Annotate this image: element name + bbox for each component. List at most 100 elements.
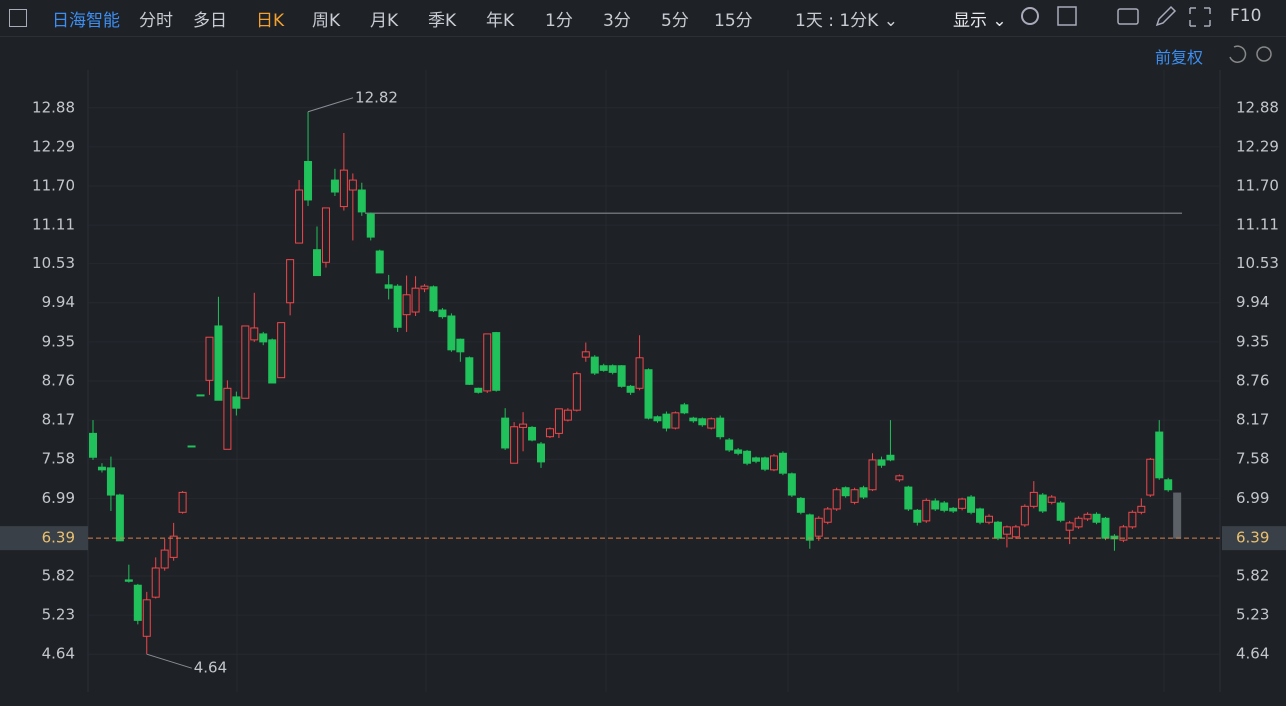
candle-body (295, 189, 304, 244)
candle-body (993, 521, 1002, 539)
candle-body (1164, 479, 1173, 491)
display-menu[interactable]: 显示 ⌄ (953, 11, 1007, 31)
tab[interactable]: 3分 (603, 11, 631, 31)
candle-body (106, 467, 115, 496)
candle-body (850, 489, 859, 503)
candle-body (599, 365, 608, 371)
candle-body (769, 455, 778, 471)
candle-body (1056, 502, 1065, 521)
candle-body (492, 332, 501, 391)
candle-body (572, 373, 581, 411)
tab[interactable]: 日K (256, 11, 285, 31)
candle-body (752, 457, 761, 462)
camera-icon[interactable] (1117, 8, 1139, 25)
candle-body (886, 454, 895, 461)
candle-body (375, 250, 384, 274)
candle-body (537, 443, 545, 463)
toolbar: 日海智能 分时 多日 日K 周K 月K 季K 年K 1分 3分 5分 15分 1天 : 1分K ⌄ … (0, 0, 1286, 37)
tab[interactable]: 季K (428, 11, 457, 31)
f10[interactable]: F10 (1230, 6, 1262, 26)
candle-body (796, 497, 805, 513)
candle-body (223, 387, 232, 450)
candle-body (581, 351, 590, 358)
candle-body (187, 445, 196, 448)
candle-body (877, 459, 886, 466)
y-tick-label-right: 4.64 (1236, 645, 1269, 663)
candle-body (142, 599, 151, 637)
y-tick-label-right: 11.11 (1236, 216, 1279, 234)
candle-body (519, 423, 528, 428)
settings-icon[interactable] (1021, 7, 1039, 25)
y-tick-label: 9.35 (42, 332, 75, 350)
tab[interactable]: 周K (312, 11, 341, 31)
candle-body (357, 189, 366, 213)
candle-body (196, 394, 205, 397)
candle-body (958, 498, 967, 509)
candle-body (913, 509, 922, 523)
extreme-leader (146, 653, 192, 669)
sidebar-toggle[interactable] (9, 9, 27, 27)
candle-body (832, 489, 841, 510)
y-tick-label-right: 9.94 (1236, 293, 1269, 311)
candle-body (608, 365, 617, 373)
fullscreen-icon[interactable] (1189, 7, 1211, 27)
tab[interactable]: 15分 (714, 11, 753, 31)
candle-body (823, 508, 832, 523)
candle-body (590, 356, 599, 374)
candle-body (501, 417, 510, 449)
y-tick-label-right: 5.23 (1236, 606, 1269, 624)
tab[interactable]: 多日 (193, 11, 227, 31)
candle-body (761, 457, 769, 470)
interval-select[interactable]: 1天 : 1分K ⌄ (795, 11, 898, 31)
tab[interactable]: 月K (370, 11, 399, 31)
candle-body (545, 428, 554, 438)
candle-body (366, 213, 375, 238)
candle-body (563, 409, 572, 421)
candle-body (644, 369, 653, 419)
y-tick-label-right: 5.82 (1236, 566, 1269, 584)
y-tick-label: 10.53 (32, 254, 75, 272)
candle-body (985, 515, 993, 523)
extreme-label: 12.82 (355, 88, 398, 106)
candle-body (1020, 505, 1029, 526)
zoom-out-icon[interactable] (1256, 46, 1272, 62)
candle-body (89, 432, 97, 458)
candle-body (734, 449, 743, 454)
candle-body (967, 496, 976, 513)
candle-body (662, 413, 671, 429)
tab[interactable]: 5分 (661, 11, 689, 31)
candle-body (1101, 517, 1110, 539)
candle-body (1011, 526, 1020, 538)
current-price-box-right (1222, 526, 1286, 551)
adjust-label[interactable]: 前复权 (1155, 48, 1204, 67)
y-tick-label: 9.94 (42, 293, 75, 311)
stock-name[interactable]: 日海智能 (52, 11, 120, 31)
current-price-label-right: 6.39 (1236, 529, 1269, 547)
y-tick-label: 5.82 (42, 566, 75, 584)
candle-body (1119, 526, 1128, 541)
candle-body (178, 491, 187, 513)
interval-label: 1天 : 1分K (795, 11, 879, 31)
candle-body (124, 579, 133, 582)
candle-body (671, 412, 680, 429)
y-tick-label-right: 6.99 (1236, 489, 1269, 507)
candle-body (698, 418, 707, 426)
candle-body (456, 338, 465, 353)
y-tick-label: 8.76 (42, 371, 75, 389)
candle-body (868, 459, 877, 491)
draw-icon[interactable] (1155, 5, 1177, 27)
tab[interactable]: 分时 (139, 11, 173, 31)
y-tick-label-right: 11.70 (1236, 177, 1279, 195)
candle-body (1155, 431, 1164, 479)
extreme-label: 4.64 (194, 659, 227, 677)
candle-body (483, 333, 492, 392)
undo-icon[interactable] (1229, 45, 1247, 63)
tab[interactable]: 年K (486, 11, 515, 31)
color-icon[interactable] (1057, 6, 1077, 26)
candle-body (286, 259, 295, 304)
tab[interactable]: 1分 (545, 11, 573, 31)
candle-body (1074, 517, 1083, 528)
candle-body (680, 404, 689, 414)
candle-body (805, 514, 814, 541)
